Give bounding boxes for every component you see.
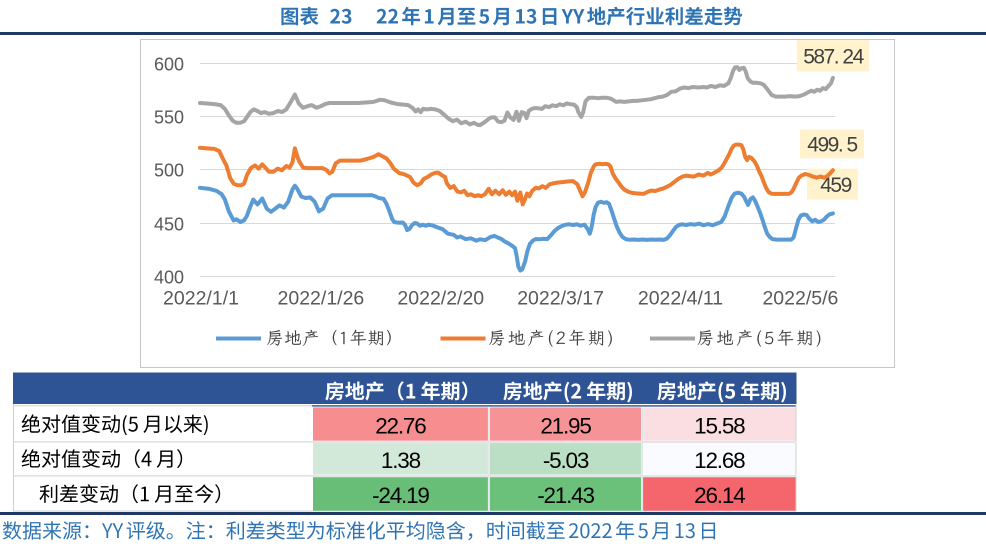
svg-text:-21.43: -21.43	[537, 483, 594, 508]
svg-text:15.58: 15.58	[694, 413, 745, 438]
svg-text:-24.19: -24.19	[372, 483, 429, 508]
svg-text:450: 450	[154, 215, 184, 235]
svg-text:22.76: 22.76	[375, 413, 426, 438]
svg-text:459: 459	[820, 174, 851, 197]
svg-text:1.38: 1.38	[381, 448, 421, 473]
svg-text:500: 500	[154, 161, 184, 181]
svg-text:400: 400	[154, 268, 184, 288]
svg-text:600: 600	[154, 55, 184, 75]
svg-text:12.68: 12.68	[694, 448, 745, 473]
svg-text:26.14: 26.14	[694, 483, 745, 508]
svg-text:2022/1/1: 2022/1/1	[163, 288, 239, 310]
svg-text:2022/2/20: 2022/2/20	[397, 288, 484, 310]
svg-text:21.95: 21.95	[540, 413, 591, 438]
svg-text:-5.03: -5.03	[543, 448, 589, 473]
svg-text:2022/4/11: 2022/4/11	[638, 288, 723, 310]
svg-text:2022/3/17: 2022/3/17	[517, 288, 604, 310]
svg-text:550: 550	[154, 108, 184, 128]
svg-text:2022/1/26: 2022/1/26	[278, 288, 365, 310]
svg-text:2022/5/6: 2022/5/6	[762, 288, 838, 310]
svg-text:499. 5: 499. 5	[807, 134, 857, 157]
svg-text:587. 24: 587. 24	[803, 46, 864, 69]
